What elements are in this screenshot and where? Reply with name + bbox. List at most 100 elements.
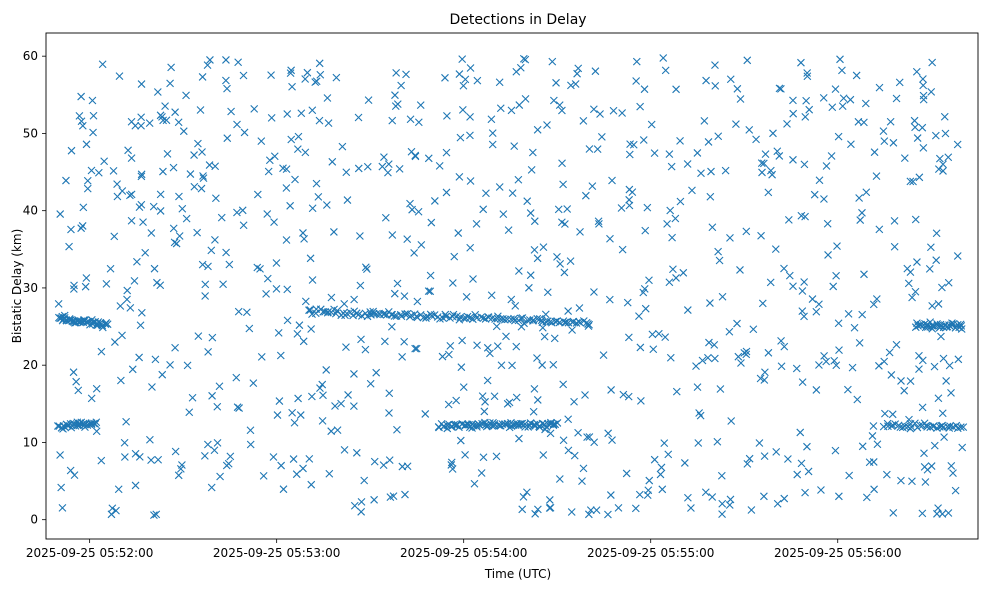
detection-point bbox=[785, 271, 794, 280]
detection-point bbox=[190, 151, 198, 159]
detection-point bbox=[700, 116, 709, 125]
detection-point bbox=[890, 242, 899, 251]
detection-point bbox=[257, 137, 266, 146]
detection-point bbox=[772, 447, 781, 456]
detection-point bbox=[294, 132, 303, 141]
detection-point bbox=[466, 243, 475, 252]
y-tick-label: 50 bbox=[23, 126, 38, 140]
detection-point bbox=[707, 167, 715, 176]
detection-point bbox=[766, 166, 775, 175]
detection-point bbox=[930, 441, 939, 450]
detection-point bbox=[234, 58, 243, 67]
detection-point bbox=[736, 266, 744, 274]
detection-point bbox=[530, 217, 539, 226]
detection-point bbox=[927, 87, 936, 96]
detection-point bbox=[570, 451, 579, 460]
detection-point bbox=[477, 469, 486, 477]
detection-point bbox=[553, 419, 562, 427]
detection-point bbox=[507, 295, 516, 304]
detection-point bbox=[676, 136, 684, 145]
detection-point bbox=[927, 462, 936, 470]
detection-point bbox=[282, 184, 291, 192]
detection-point bbox=[761, 368, 769, 377]
detection-point bbox=[444, 400, 453, 409]
detection-point bbox=[706, 299, 714, 307]
detection-point bbox=[137, 113, 146, 122]
detection-point bbox=[865, 458, 874, 467]
detection-point bbox=[318, 380, 327, 389]
detection-point bbox=[900, 154, 909, 163]
y-axis-label: Bistatic Delay (km) bbox=[10, 229, 24, 344]
detection-point bbox=[151, 355, 160, 364]
detection-point bbox=[834, 132, 843, 141]
detection-point bbox=[249, 379, 258, 388]
detection-point bbox=[928, 302, 937, 310]
y-tick-label: 30 bbox=[23, 281, 38, 295]
detection-point bbox=[944, 509, 953, 517]
detection-point bbox=[137, 200, 146, 209]
detection-point bbox=[208, 333, 217, 342]
detection-point bbox=[510, 314, 518, 323]
detection-point bbox=[911, 123, 919, 132]
detection-point bbox=[780, 342, 789, 351]
detection-point bbox=[511, 301, 520, 310]
x-tick-label: 2025-09-25 05:55:00 bbox=[587, 546, 714, 560]
detection-point bbox=[357, 335, 365, 344]
detection-point bbox=[352, 448, 361, 457]
detection-point bbox=[499, 210, 508, 218]
detection-point bbox=[538, 323, 547, 332]
detection-point bbox=[198, 148, 206, 156]
detection-point bbox=[82, 274, 91, 282]
detection-point bbox=[645, 276, 653, 285]
detection-point bbox=[282, 236, 291, 244]
detection-point bbox=[305, 455, 314, 463]
detection-point bbox=[764, 348, 773, 357]
detection-point bbox=[301, 75, 310, 83]
detection-point bbox=[87, 394, 96, 403]
detection-point bbox=[913, 258, 921, 266]
detection-point bbox=[835, 346, 843, 355]
detection-point bbox=[800, 160, 809, 169]
detection-point bbox=[625, 150, 634, 159]
detection-point bbox=[303, 68, 312, 77]
detection-point bbox=[497, 361, 506, 370]
detection-point bbox=[910, 116, 919, 125]
detection-point bbox=[77, 224, 86, 233]
detection-point bbox=[443, 421, 452, 430]
detection-point bbox=[276, 351, 285, 360]
detection-point bbox=[406, 199, 414, 208]
detection-point bbox=[661, 333, 670, 342]
detection-point bbox=[574, 64, 583, 73]
detection-point bbox=[240, 128, 249, 137]
detection-point bbox=[605, 295, 614, 304]
detection-point bbox=[654, 329, 663, 338]
detection-point bbox=[349, 402, 358, 411]
detection-point bbox=[833, 242, 841, 251]
detection-point bbox=[526, 271, 535, 280]
detection-point bbox=[344, 391, 352, 399]
detection-point bbox=[156, 207, 165, 215]
detection-point bbox=[706, 192, 715, 201]
detection-point bbox=[213, 402, 222, 411]
detection-point bbox=[328, 157, 337, 166]
detection-point bbox=[938, 283, 946, 292]
y-tick-label: 40 bbox=[23, 204, 38, 218]
detection-point bbox=[492, 322, 501, 331]
detection-point bbox=[743, 459, 752, 468]
detection-point bbox=[239, 221, 248, 230]
detection-point bbox=[716, 385, 725, 393]
detection-point bbox=[930, 362, 939, 371]
detection-point bbox=[939, 354, 948, 363]
detection-point bbox=[427, 218, 436, 227]
detection-point bbox=[848, 363, 857, 372]
detection-point bbox=[769, 129, 777, 138]
detection-point bbox=[661, 66, 670, 75]
detection-point bbox=[201, 292, 210, 300]
detection-point bbox=[732, 120, 740, 129]
detection-point bbox=[667, 162, 676, 171]
detection-point bbox=[822, 357, 831, 366]
x-tick-label: 2025-09-25 05:54:00 bbox=[400, 546, 527, 560]
detection-point bbox=[421, 410, 430, 418]
detection-point bbox=[412, 344, 421, 353]
